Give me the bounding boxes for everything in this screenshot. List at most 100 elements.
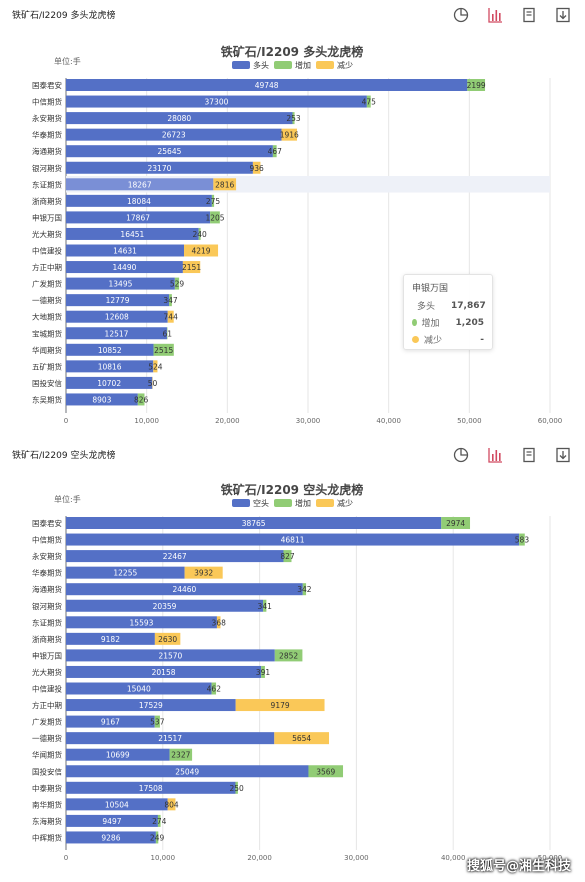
bar (66, 732, 275, 745)
x-tick-label: 40,000 (441, 854, 466, 862)
y-tick-label: 东证期货 (32, 617, 62, 627)
bar (66, 616, 217, 629)
data-label: 827 (280, 552, 295, 561)
data-label: 61 (162, 329, 172, 338)
data-label: 12608 (105, 313, 129, 322)
y-tick-label: 银河期货 (32, 601, 62, 611)
bar (198, 227, 201, 240)
y-tick-label: 海通期货 (32, 146, 62, 156)
bar (66, 550, 284, 563)
data-label: 9179 (271, 701, 290, 710)
bar (66, 161, 253, 174)
data-label: 22467 (163, 552, 187, 561)
y-tick-label: 方正中期 (32, 262, 62, 272)
bar (137, 393, 145, 406)
data-label: 12255 (113, 569, 137, 578)
data-label: 25049 (175, 767, 199, 776)
data-label: 2816 (215, 180, 234, 189)
legend-label: 增加 (295, 498, 311, 508)
bar (366, 95, 371, 108)
bar-chart-icon[interactable] (485, 5, 505, 25)
x-tick-label: 60,000 (538, 417, 563, 425)
data-label: 347 (163, 296, 178, 305)
x-tick-label: 30,000 (296, 417, 321, 425)
download-icon[interactable] (553, 445, 573, 465)
y-tick-label: 广发期货 (32, 717, 62, 727)
pie-chart-icon[interactable] (451, 5, 471, 25)
y-tick-label: 大地期货 (32, 312, 62, 322)
y-tick-label: 宝城期货 (32, 328, 62, 338)
tooltip-row: 多头 17,867 (412, 299, 486, 313)
bar (210, 211, 220, 224)
y-tick-label: 东海期货 (32, 816, 62, 826)
footer-watermark: 搜狐号@湘生科技 (466, 859, 571, 874)
bar (66, 376, 153, 389)
y-tick-label: 中辉期货 (32, 832, 62, 842)
bar (281, 128, 298, 141)
bar (157, 814, 161, 827)
panel-label: 铁矿石/I2209 多头龙虎榜 (12, 11, 116, 21)
bar (66, 599, 264, 612)
bar (467, 79, 486, 91)
y-tick-label: 广发期货 (32, 279, 62, 289)
bar (213, 178, 237, 191)
y-tick-label: 南华期货 (32, 799, 62, 809)
y-tick-label: 光大期货 (32, 667, 62, 677)
tooltip-row-name: 减少 (424, 336, 443, 346)
bar (66, 517, 442, 529)
data-label: 462 (207, 685, 222, 694)
data-label: 2630 (158, 635, 177, 644)
y-tick-label: 永安期货 (32, 551, 62, 561)
data-label: 475 (362, 98, 377, 107)
y-tick-label: 国投安信 (32, 766, 62, 776)
tooltip-row-value: - (480, 334, 484, 345)
legend-swatch (316, 499, 334, 507)
bar (235, 699, 325, 712)
bar (66, 632, 155, 645)
y-tick-label: 华泰期货 (32, 130, 62, 140)
data-label: 20359 (153, 602, 177, 611)
bar (154, 715, 160, 728)
data-label: 10699 (106, 751, 130, 760)
data-label: 2199 (467, 81, 486, 90)
bar (283, 550, 292, 563)
bar-chart-icon[interactable] (485, 445, 505, 465)
data-label: 17508 (139, 784, 163, 793)
download-icon[interactable] (553, 5, 573, 25)
bar (66, 211, 211, 224)
data-label: 16451 (120, 230, 144, 239)
y-tick-label: 华泰期货 (32, 568, 62, 578)
legend-swatch (232, 499, 250, 507)
bar (66, 194, 212, 207)
bar (66, 798, 168, 811)
bar (169, 748, 193, 761)
bar (66, 310, 168, 323)
data-label: 529 (170, 280, 185, 289)
tooltip-row: 减少 - (412, 333, 484, 346)
y-tick-label: 一德期货 (32, 733, 62, 743)
data-view-icon[interactable] (519, 445, 539, 465)
data-label: 25645 (158, 147, 182, 156)
data-label: 341 (258, 602, 273, 611)
chart-tooltip: 申银万国 多头 17,867 增加 1,205 减少 - (403, 274, 493, 350)
data-label: 744 (164, 313, 179, 322)
bar (216, 616, 221, 629)
y-tick-label: 浙商期货 (32, 634, 62, 644)
y-tick-label: 浙商期货 (32, 196, 62, 206)
data-view-icon[interactable] (519, 5, 539, 25)
pie-chart-icon[interactable] (451, 445, 471, 465)
bar (66, 294, 170, 307)
data-label: 9182 (101, 635, 120, 644)
y-tick-label: 国泰君安 (32, 80, 62, 90)
data-label: 21517 (158, 734, 182, 743)
y-tick-label: 国投安信 (32, 378, 62, 388)
tooltip-dot (412, 319, 417, 326)
bar (66, 682, 212, 695)
tooltip-row: 增加 1,205 (412, 316, 484, 329)
bar (66, 327, 167, 340)
tooltip-row-value: 17,867 (451, 300, 486, 311)
panel-header: 铁矿石/I2209 多头龙虎榜 (0, 0, 585, 30)
bar (66, 566, 185, 579)
y-tick-label: 中信期货 (32, 535, 62, 545)
data-label: 10702 (97, 379, 121, 388)
